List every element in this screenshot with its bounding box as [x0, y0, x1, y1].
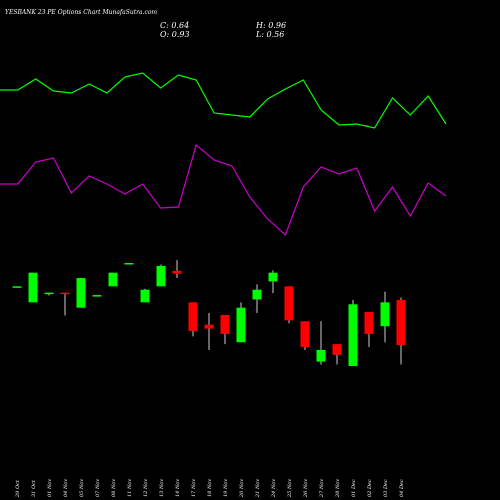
chart-title: YESBANK 23 PE Options Chart MunafaSutra.…: [5, 9, 158, 16]
candle-body: [44, 292, 54, 295]
candle-body: [380, 302, 390, 327]
candle-body: [140, 289, 150, 303]
x-tick-label: 27 Nov: [319, 479, 325, 498]
candle-body: [172, 270, 182, 274]
candle-body: [220, 314, 230, 334]
x-tick-label: 04 Dec: [399, 479, 405, 497]
x-tick-label: 04 Nov: [63, 479, 69, 497]
candle-body: [76, 278, 86, 308]
x-tick-label: 20 Nov: [239, 479, 245, 498]
x-tick-label: 31 Oct: [31, 479, 37, 497]
candle-body: [60, 292, 70, 295]
candle-body: [300, 321, 310, 348]
x-tick-label: 08 Nov: [111, 479, 117, 497]
candle-body: [12, 286, 22, 288]
x-tick-label: 26 Nov: [303, 479, 309, 498]
x-tick-label: 14 Nov: [175, 479, 181, 497]
candle-body: [28, 272, 38, 303]
x-tick-label: 24 Nov: [271, 479, 277, 498]
indicator-line-mid: [0, 143, 447, 237]
x-tick-label: 01 Dec: [351, 479, 357, 497]
candle-body: [364, 312, 374, 334]
x-tick-label: 19 Nov: [223, 479, 229, 497]
x-tick-label: 13 Nov: [159, 479, 165, 497]
candle-body: [236, 307, 246, 343]
x-tick-label: 12 Nov: [143, 479, 149, 497]
x-tick-label: 25 Nov: [287, 479, 293, 498]
candle-body: [156, 265, 166, 287]
candle-body: [284, 286, 294, 321]
candle-body: [108, 272, 118, 287]
candle-body: [252, 289, 262, 300]
x-tick-label: 02 Dec: [367, 479, 373, 497]
candle-body: [92, 295, 102, 297]
x-tick-label: 21 Nov: [255, 479, 261, 498]
x-tick-label: 17 Nov: [191, 479, 197, 497]
candle-body: [332, 344, 342, 355]
candle-body: [188, 302, 198, 332]
candle-body: [348, 304, 358, 366]
candle-body: [268, 272, 278, 282]
candle-body: [124, 263, 134, 265]
candle-body: [316, 349, 326, 362]
x-tick-label: 11 Nov: [127, 479, 133, 497]
x-tick-label: 07 Nov: [95, 479, 101, 497]
low-value: L: 0.56: [256, 30, 285, 39]
x-tick-label: 18 Nov: [207, 479, 213, 497]
indicator-line-top: [0, 72, 447, 129]
close-value: C: 0.64: [160, 21, 190, 30]
candle-body: [396, 299, 406, 346]
x-tick-label: 03 Dec: [383, 479, 389, 497]
x-tick-label: 05 Nov: [79, 479, 85, 497]
candle-body: [204, 324, 214, 329]
open-value: O: 0.93: [160, 30, 190, 39]
x-tick-label: 28 Nov: [335, 479, 341, 498]
x-tick-label: 01 Nov: [47, 479, 53, 497]
high-value: H: 0.96: [256, 21, 287, 30]
x-tick-label: 29 Oct: [15, 479, 21, 498]
